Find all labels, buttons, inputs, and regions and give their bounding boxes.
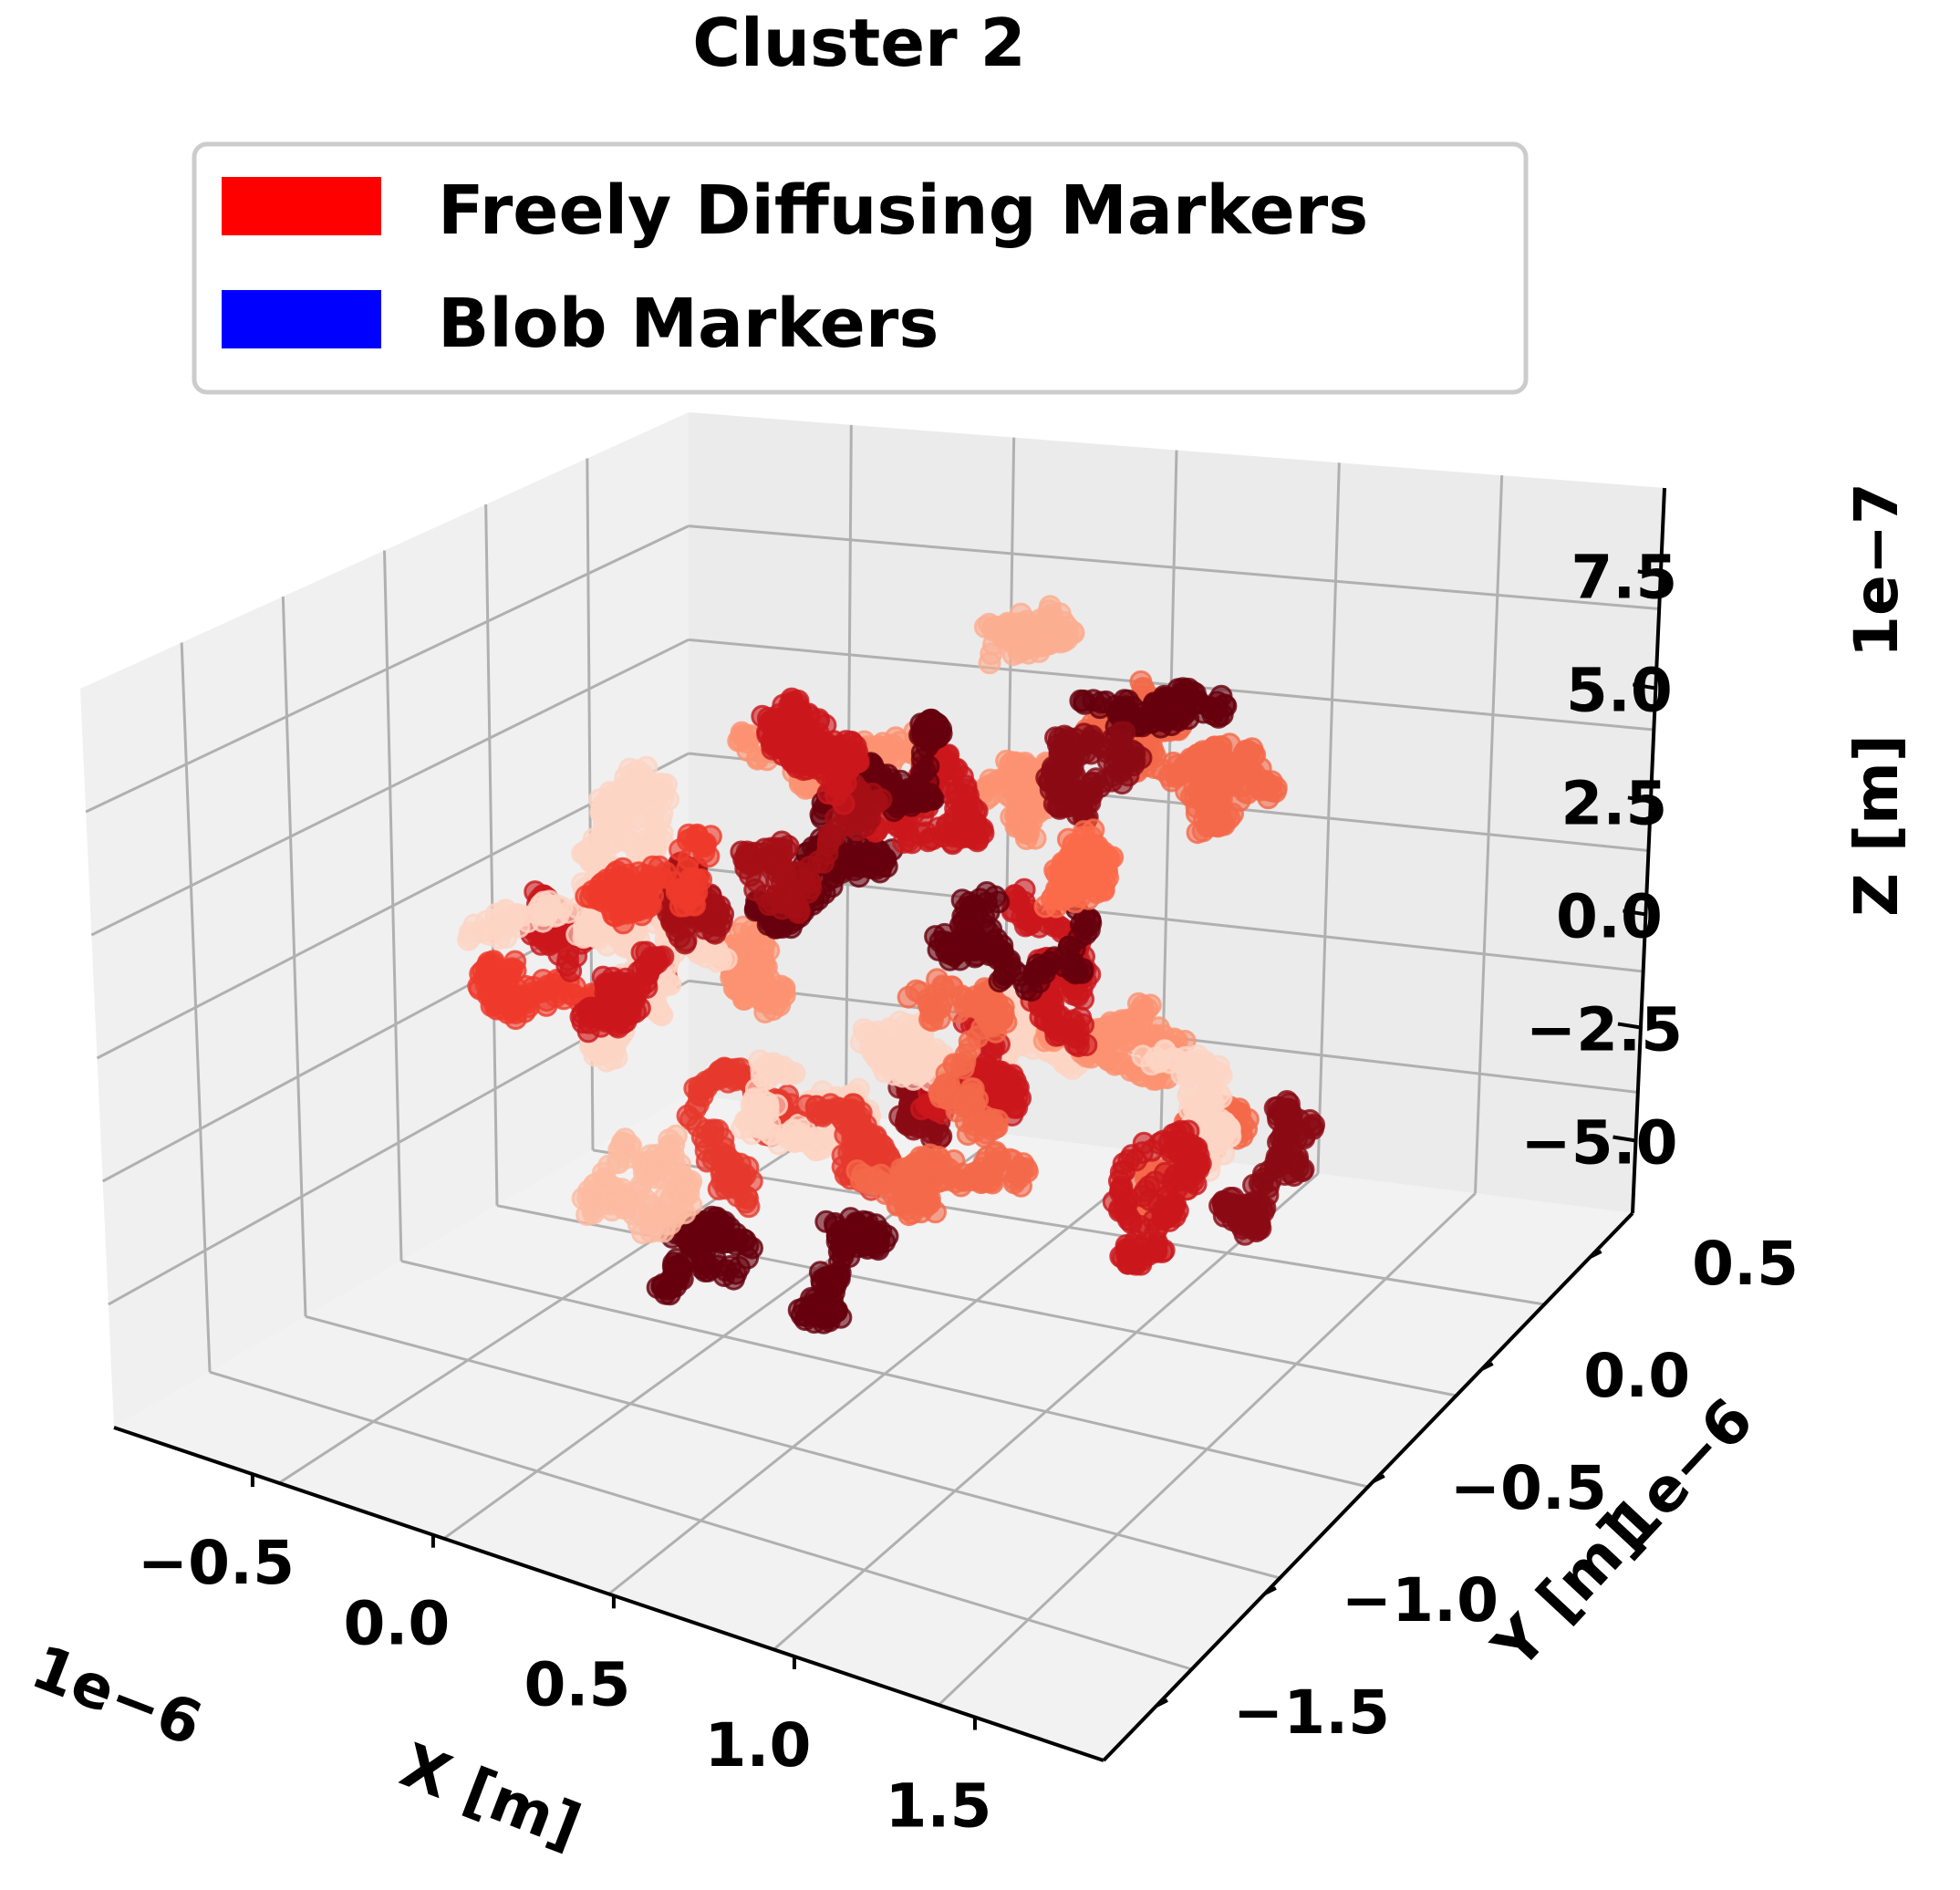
scatter-point — [462, 913, 486, 937]
scatter-point — [1205, 704, 1229, 727]
scatter-point — [1033, 895, 1057, 919]
marker-trajectory — [646, 1205, 763, 1306]
scatter-point — [1058, 762, 1082, 785]
scatter-point — [667, 1256, 690, 1280]
scatter-point — [645, 946, 669, 970]
scatter-point — [927, 713, 950, 737]
scatter-point — [920, 1121, 944, 1145]
left-pane — [80, 412, 689, 1428]
grid-line — [209, 1370, 1193, 1671]
scatter-points — [457, 595, 1326, 1334]
grid-line — [688, 524, 1660, 610]
grid-line — [85, 524, 690, 814]
axes-panes — [80, 412, 1664, 1760]
scatter-point — [1177, 1084, 1200, 1107]
scatter-point — [851, 1163, 875, 1187]
floor-pane — [114, 1095, 1633, 1760]
scatter-point — [478, 974, 502, 998]
grid-line — [400, 1260, 1369, 1489]
marker-trajectory — [1102, 1119, 1212, 1276]
grid-lines — [85, 424, 1660, 1707]
chart-title: Cluster 2 — [692, 5, 1026, 81]
scatter-point — [747, 971, 771, 994]
marker-trajectory — [571, 755, 680, 890]
scatter-point — [897, 985, 920, 1009]
scatter-point — [961, 908, 985, 931]
grid-line — [305, 1314, 1281, 1580]
grid-line — [688, 866, 1644, 973]
marker-trajectory — [710, 915, 796, 1023]
scatter-point — [1124, 1229, 1147, 1252]
scatter-point — [1211, 811, 1235, 835]
scatter-point — [873, 1060, 897, 1084]
scatter-point — [655, 773, 678, 796]
grid-line — [90, 638, 690, 937]
